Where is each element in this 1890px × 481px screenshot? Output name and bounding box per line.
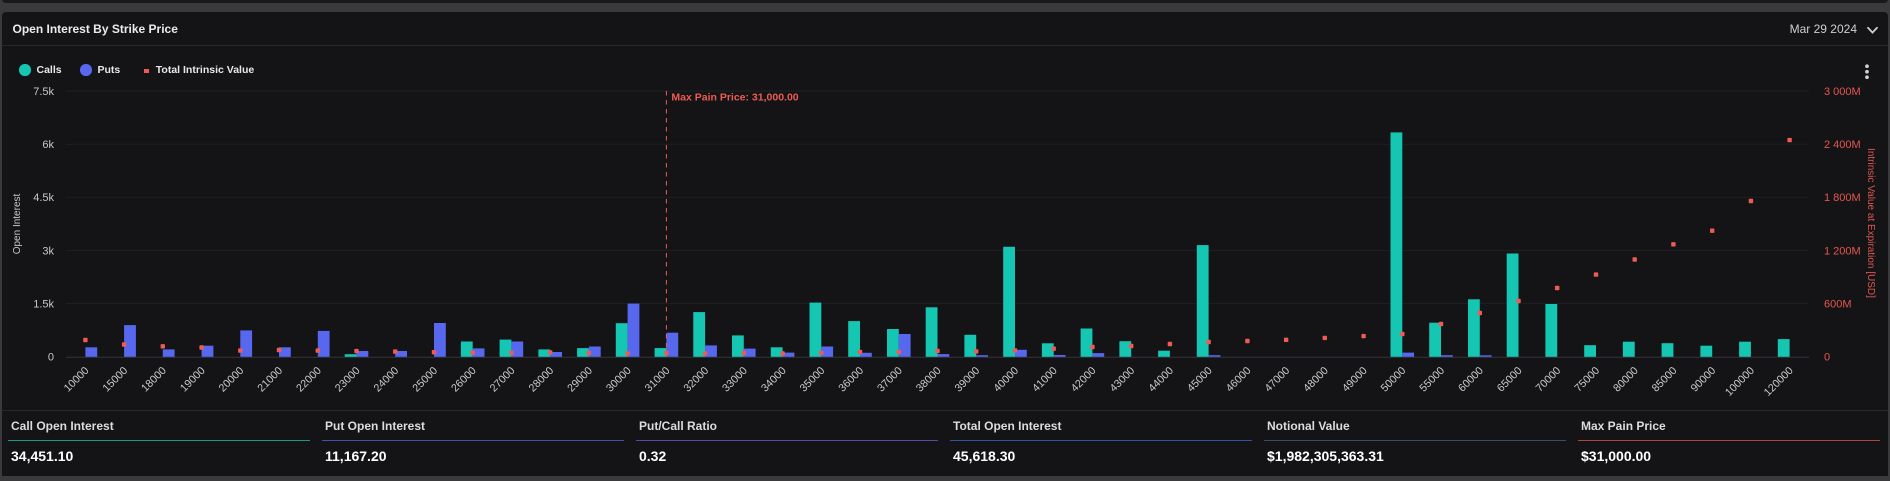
svg-text:50000: 50000: [1379, 365, 1409, 395]
svg-text:4.5k: 4.5k: [33, 192, 54, 204]
svg-text:21000: 21000: [255, 365, 285, 395]
svg-text:41000: 41000: [1030, 365, 1060, 395]
svg-text:48000: 48000: [1301, 365, 1331, 395]
svg-text:25000: 25000: [410, 365, 440, 395]
svg-text:15000: 15000: [101, 365, 131, 395]
svg-text:100000: 100000: [1723, 365, 1757, 399]
svg-text:43000: 43000: [1108, 365, 1138, 395]
svg-text:36000: 36000: [836, 365, 866, 395]
svg-text:45000: 45000: [1185, 365, 1215, 395]
svg-text:40000: 40000: [991, 365, 1021, 395]
svg-text:20000: 20000: [217, 365, 247, 395]
svg-text:1 200M: 1 200M: [1824, 245, 1861, 257]
svg-text:18000: 18000: [139, 365, 169, 395]
svg-text:29000: 29000: [565, 365, 595, 395]
svg-text:60000: 60000: [1456, 365, 1486, 395]
svg-text:34000: 34000: [759, 365, 789, 395]
svg-text:28000: 28000: [527, 365, 557, 395]
svg-text:75000: 75000: [1572, 365, 1602, 395]
svg-text:1 800M: 1 800M: [1824, 192, 1861, 204]
svg-text:0: 0: [1824, 352, 1830, 364]
svg-text:35000: 35000: [798, 365, 828, 395]
svg-text:27000: 27000: [488, 365, 518, 395]
svg-text:3 000M: 3 000M: [1824, 86, 1861, 98]
svg-text:Intrinsic Value at Expiration: Intrinsic Value at Expiration [USD]: [1865, 148, 1876, 298]
svg-text:600M: 600M: [1824, 298, 1852, 310]
svg-text:85000: 85000: [1650, 365, 1680, 395]
svg-text:49000: 49000: [1340, 365, 1370, 395]
svg-text:70000: 70000: [1534, 365, 1564, 395]
svg-text:10000: 10000: [62, 365, 92, 395]
svg-text:90000: 90000: [1689, 365, 1719, 395]
svg-text:26000: 26000: [449, 365, 479, 395]
svg-text:7.5k: 7.5k: [33, 86, 54, 98]
svg-text:47000: 47000: [1263, 365, 1293, 395]
svg-text:39000: 39000: [953, 365, 983, 395]
svg-text:44000: 44000: [1146, 365, 1176, 395]
svg-text:22000: 22000: [294, 365, 324, 395]
svg-text:0: 0: [48, 352, 54, 364]
svg-text:Max Pain Price: 31,000.00: Max Pain Price: 31,000.00: [671, 92, 798, 104]
svg-text:120000: 120000: [1762, 365, 1796, 399]
svg-text:55000: 55000: [1417, 365, 1447, 395]
svg-text:32000: 32000: [682, 365, 712, 395]
svg-text:3k: 3k: [42, 245, 54, 257]
svg-text:1.5k: 1.5k: [33, 298, 54, 310]
svg-text:24000: 24000: [372, 365, 402, 395]
svg-text:38000: 38000: [914, 365, 944, 395]
svg-text:2 400M: 2 400M: [1824, 139, 1861, 151]
svg-text:33000: 33000: [720, 365, 750, 395]
svg-text:Open Interest: Open Interest: [12, 193, 23, 254]
svg-text:31000: 31000: [643, 365, 673, 395]
svg-text:23000: 23000: [333, 365, 363, 395]
svg-text:42000: 42000: [1069, 365, 1099, 395]
svg-text:80000: 80000: [1611, 365, 1641, 395]
svg-text:65000: 65000: [1495, 365, 1525, 395]
svg-text:37000: 37000: [875, 365, 905, 395]
svg-text:19000: 19000: [178, 365, 208, 395]
svg-text:46000: 46000: [1224, 365, 1254, 395]
svg-text:30000: 30000: [604, 365, 634, 395]
svg-text:6k: 6k: [42, 139, 54, 151]
